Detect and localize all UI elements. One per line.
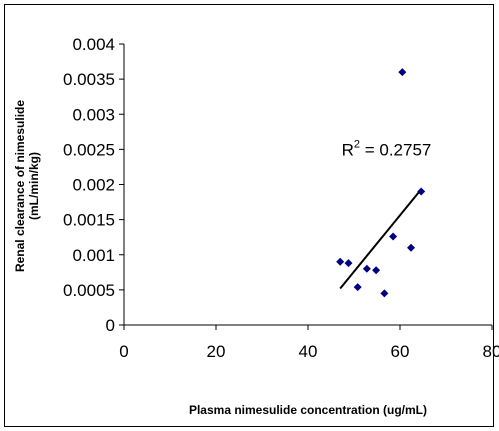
x-tick-label: 20 <box>207 342 226 361</box>
data-point <box>398 68 407 77</box>
chart-frame <box>4 4 494 427</box>
y-tick-label: 0.0035 <box>63 70 115 89</box>
r-squared-label: R2 = 0.2757 <box>342 138 432 159</box>
trendline-segment <box>339 188 422 290</box>
y-axis-title: Renal clearance of nimesulide (mL/min/kg… <box>13 100 41 272</box>
r-squared-annotation: R2 = 0.2757 <box>342 138 432 159</box>
data-point <box>344 259 353 268</box>
data-point <box>353 283 362 292</box>
trendline <box>339 188 422 290</box>
y-tick-label: 0.001 <box>72 246 115 265</box>
data-points <box>336 68 426 298</box>
y-tick-label: 0.0005 <box>63 281 115 300</box>
data-point <box>389 232 398 241</box>
y-tick-label: 0.004 <box>72 35 115 54</box>
data-point <box>417 187 426 196</box>
y-axis-title-line-1: Renal clearance of nimesulide <box>13 100 27 272</box>
data-point <box>336 257 345 266</box>
y-tick-label: 0.003 <box>72 105 115 124</box>
y-tick-label: 0 <box>106 316 115 335</box>
y-tick-label: 0.002 <box>72 176 115 195</box>
data-point <box>362 264 371 273</box>
x-axis-title: Plasma nimesulide concentration (ug/mL) <box>189 403 427 417</box>
tick-labels: 0 0.0005 0.001 0.0015 0.002 0.0025 0.003 0.0035… <box>63 35 499 361</box>
data-point <box>372 266 381 275</box>
x-tick-label: 60 <box>391 342 410 361</box>
y-tick-label: 0.0025 <box>63 140 115 159</box>
x-tick-label: 0 <box>119 342 128 361</box>
y-tick-label: 0.0015 <box>63 211 115 230</box>
y-axis-title-line-2: (mL/min/kg) <box>27 152 41 220</box>
data-point <box>407 243 416 252</box>
x-tick-label: 40 <box>299 342 318 361</box>
data-point <box>380 289 389 298</box>
axes <box>119 43 493 330</box>
x-tick-label: 80 <box>483 342 499 361</box>
